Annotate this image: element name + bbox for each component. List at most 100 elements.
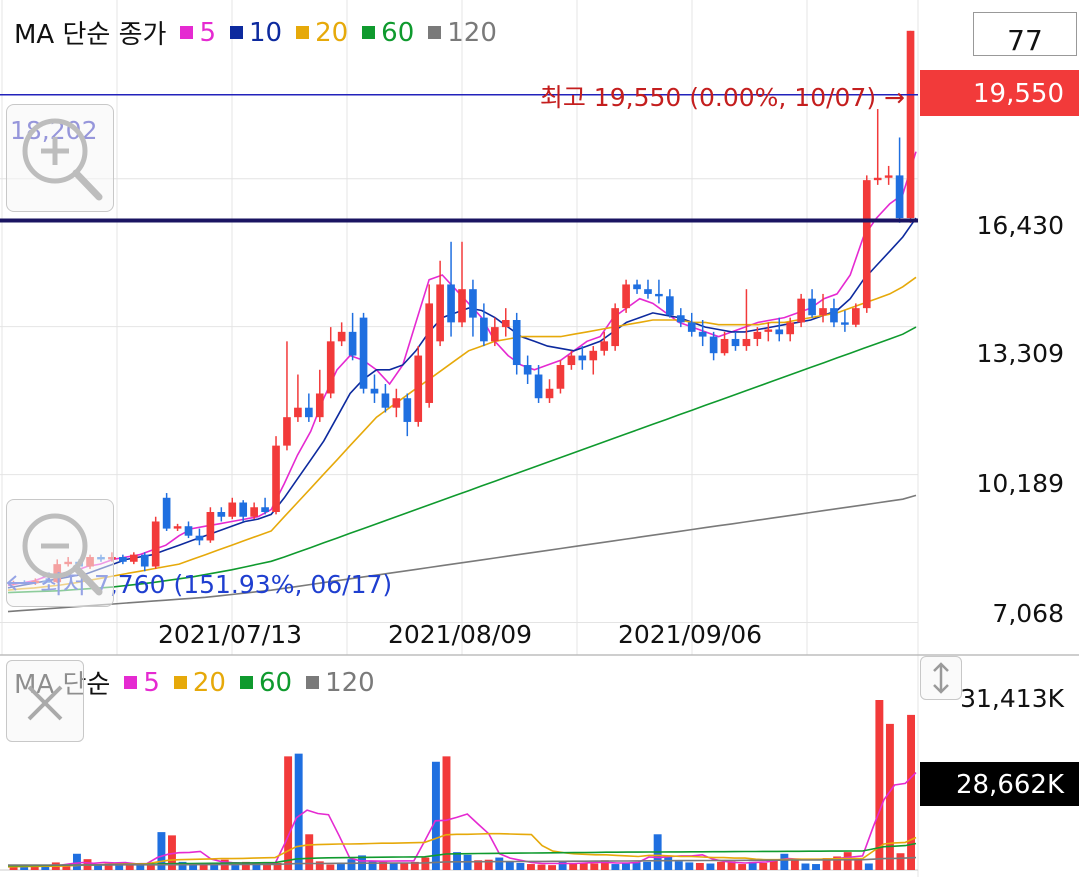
volume-bar: [178, 861, 187, 870]
volume-bar: [273, 862, 282, 870]
current-volume-badge: [920, 762, 1079, 806]
candle-body: [611, 308, 619, 347]
candle-body: [370, 388, 379, 394]
volume-bar: [20, 866, 29, 870]
price-panel-bg: [0, 0, 1079, 655]
volume-bar: [125, 863, 134, 870]
ma-line-120: [7, 494, 917, 613]
candle-body: [819, 308, 827, 316]
volume-bar: [146, 864, 155, 870]
candle-body: [239, 502, 248, 517]
price-legend-swatch-120: [428, 26, 442, 39]
ma-line-20: [7, 276, 917, 591]
volume-legend-swatch-120: [306, 676, 320, 689]
price-legend: MA 단순 종가 5 10 20 60 120: [14, 14, 497, 51]
volume-bar: [347, 859, 356, 870]
volume-bar: [368, 860, 377, 870]
volume-bar: [780, 853, 789, 870]
candle-body: [261, 507, 269, 512]
volume-bar: [136, 865, 145, 870]
candle-body: [687, 322, 696, 332]
candle-body: [447, 284, 455, 323]
candle-body: [895, 175, 904, 219]
volume-bar: [569, 863, 578, 870]
volume-bar: [336, 864, 345, 870]
candle-body: [283, 417, 291, 446]
price-legend-title: MA 단순 종가: [14, 20, 167, 50]
candle-body: [469, 289, 477, 318]
candle-body: [644, 289, 652, 294]
x-tick-label: 2021/09/06: [618, 620, 762, 649]
volume-legend-label-120: 120: [325, 667, 375, 698]
price-legend-swatch-10: [229, 26, 243, 39]
volume-bar: [674, 861, 683, 870]
volume-bar: [822, 858, 831, 870]
volume-bar: [400, 863, 409, 870]
candle-body: [556, 365, 565, 389]
candle-body: [512, 320, 521, 366]
price-tick-label: 16,430: [977, 211, 1064, 240]
volume-bar: [9, 866, 18, 870]
volume-bar: [526, 864, 535, 870]
volume-bar: [516, 862, 525, 870]
candle-body: [786, 322, 795, 335]
current-price-badge-text: 19,550: [973, 79, 1064, 109]
volume-bar: [379, 861, 388, 870]
volume-bar: [94, 864, 103, 870]
volume-bar: [738, 864, 747, 870]
candle-body: [348, 331, 357, 356]
resize-panel-button[interactable]: [920, 656, 962, 700]
volume-bar: [294, 753, 303, 870]
volume-bar: [252, 862, 261, 870]
candle-body: [272, 445, 280, 512]
volume-bar: [812, 864, 820, 870]
zoom-out-icon: [22, 513, 103, 596]
volume-bar: [263, 864, 271, 870]
price-tick-label: 13,309: [977, 339, 1064, 368]
ma-line-60: [7, 326, 917, 594]
zoom-in-button[interactable]: [6, 104, 114, 212]
volume-bar: [896, 853, 905, 870]
candle-body: [206, 512, 215, 541]
volume-bar: [833, 856, 842, 870]
volume-bar: [389, 862, 398, 870]
volume-bar: [843, 852, 852, 870]
volume-bar: [759, 862, 768, 870]
candle-body: [906, 30, 915, 219]
candle-body: [359, 317, 368, 389]
volume-bar: [241, 861, 250, 870]
x-tick-label: 2021/08/09: [388, 620, 532, 649]
candle-body: [720, 338, 729, 354]
candlestick-series: [9, 30, 915, 586]
candle-body: [545, 388, 554, 399]
volume-bar: [410, 861, 419, 870]
volume-bar: [685, 862, 694, 870]
volume-bar: [748, 861, 757, 870]
candle-body: [808, 298, 816, 316]
volume-bar: [189, 863, 198, 870]
volume-moving-average-lines: [7, 772, 917, 868]
period-input[interactable]: 77: [973, 12, 1077, 57]
candle-body: [381, 393, 390, 408]
volume-ma-line-5: [7, 772, 917, 868]
price-tick-label: 7,068: [992, 599, 1064, 628]
candle-body: [162, 497, 171, 529]
volume-bar: [41, 865, 50, 870]
candle-body: [764, 329, 773, 332]
candle-body: [315, 393, 324, 418]
volume-bar: [854, 860, 863, 870]
volume-bar: [199, 864, 208, 870]
zoom-out-button[interactable]: [6, 499, 114, 607]
candle-body: [534, 374, 543, 399]
volume-legend-label-5: 5: [143, 667, 160, 698]
price-legend-label-5: 5: [199, 17, 216, 48]
candle-body: [884, 175, 893, 178]
volume-bar-series: [0, 700, 918, 871]
volume-bar: [907, 714, 916, 870]
candle-body: [666, 296, 674, 316]
candle-body: [523, 365, 532, 375]
candle-body: [501, 320, 510, 328]
close-indicator-button[interactable]: [6, 660, 84, 742]
price-legend-swatch-20: [296, 26, 310, 39]
